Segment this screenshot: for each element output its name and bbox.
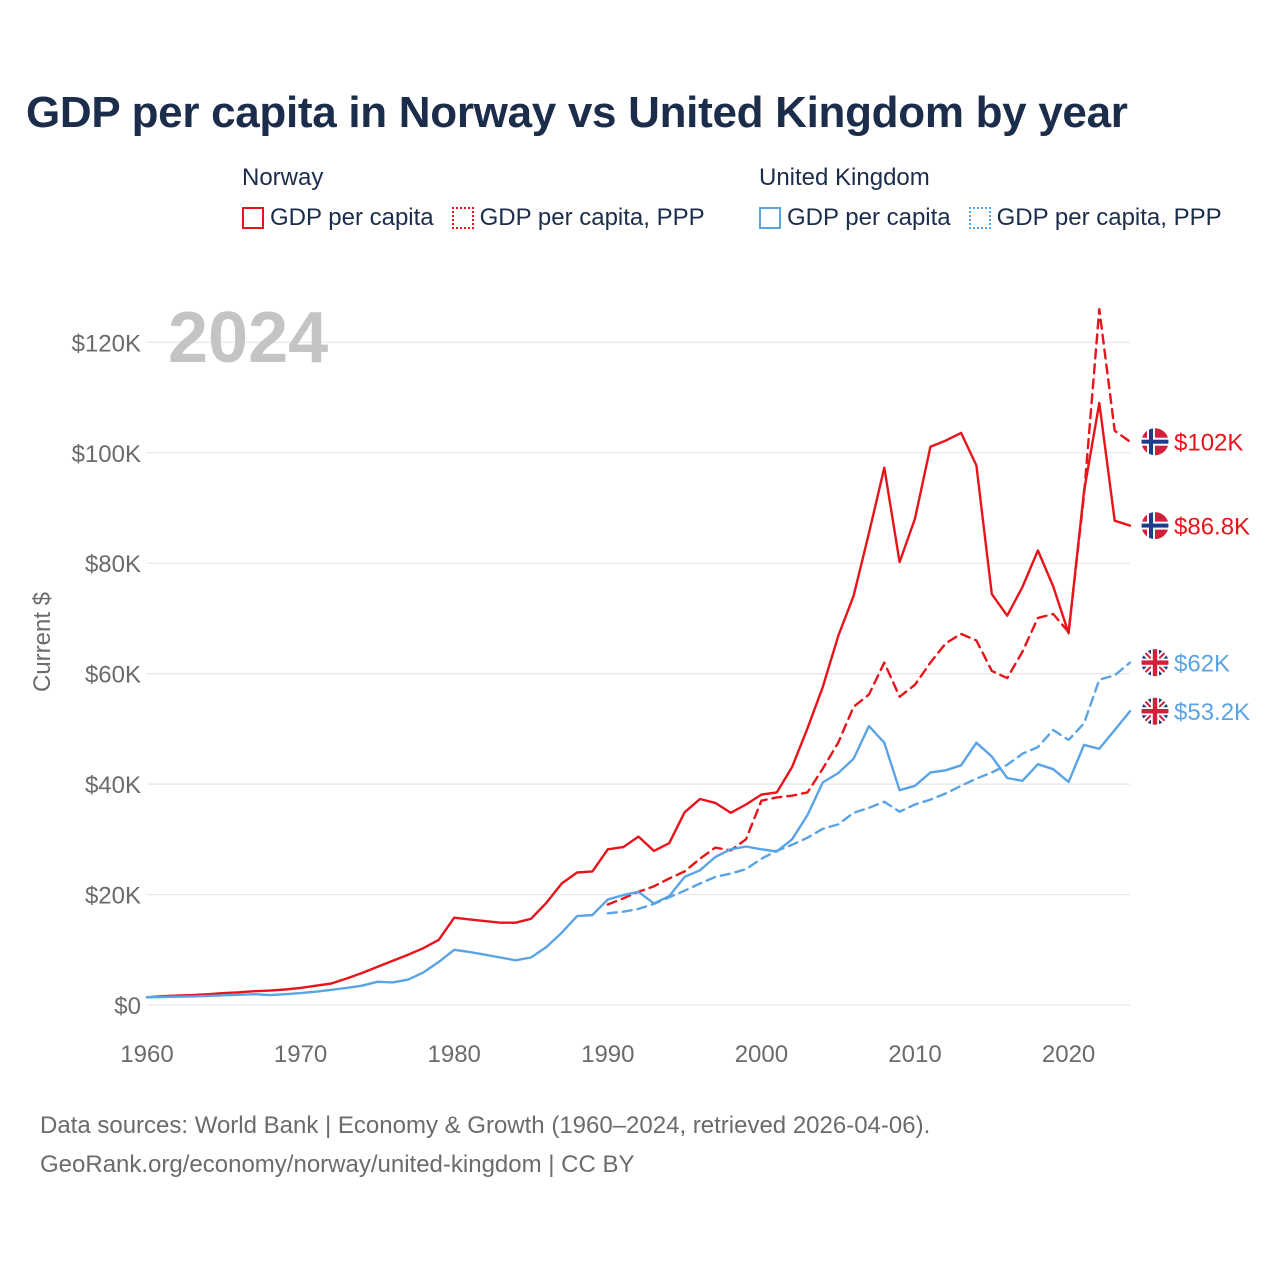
end-value-label: $86.8K [1174, 514, 1250, 541]
legend-item-uk-gdp[interactable]: GDP per capita [759, 204, 951, 232]
uk-flag-icon [1140, 648, 1170, 678]
dotted-swatch-icon [968, 207, 991, 229]
y-tick-label: $0 [114, 993, 141, 1020]
x-tick-label: 2000 [735, 1041, 788, 1068]
legend-item-uk-gdp-ppp[interactable]: GDP per capita, PPP [968, 204, 1222, 232]
footer-source: Data sources: World Bank | Economy & Gro… [40, 1112, 931, 1139]
x-tick-label: 2020 [1042, 1041, 1095, 1068]
series-line-norway-gdp-per-capita[interactable] [145, 401, 1132, 999]
dotted-swatch-icon [451, 207, 474, 229]
x-tick-label: 1960 [120, 1041, 173, 1068]
end-value-label: $102K [1174, 430, 1243, 457]
y-tick-label: $80K [85, 551, 141, 578]
legend-group-title: United Kingdom [759, 164, 930, 191]
x-tick-label: 2010 [888, 1041, 941, 1068]
norway-flag-icon [1140, 427, 1170, 457]
x-tick-label: 1970 [274, 1041, 327, 1068]
legend-item-norway-gdp-ppp[interactable]: GDP per capita, PPP [451, 204, 705, 232]
page-title: GDP per capita in Norway vs United Kingd… [26, 88, 1128, 137]
footer-credit: GeoRank.org/economy/norway/united-kingdo… [40, 1151, 635, 1178]
legend-item-label: GDP per capita, PPP [479, 204, 705, 231]
y-tick-label: $120K [72, 330, 141, 357]
y-tick-label: $20K [85, 883, 141, 910]
series-line-norway-gdp-per-capita-ppp[interactable] [606, 308, 1132, 906]
y-tick-label: $100K [72, 441, 141, 468]
x-tick-label: 1980 [428, 1041, 481, 1068]
legend-item-norway-gdp[interactable]: GDP per capita [242, 204, 434, 232]
legend-item-label: GDP per capita [787, 204, 951, 231]
series-lines [145, 308, 1132, 999]
y-tick-label: $40K [85, 772, 141, 799]
uk-flag-icon [1140, 696, 1170, 726]
end-labels: $86.8K $102K $53.2K $62K [1140, 427, 1250, 726]
legend-group-title: Norway [242, 164, 324, 191]
x-axis-ticks: 1960 1970 1980 1990 2000 2010 2020 [120, 1041, 1095, 1068]
y-axis-ticks: $0 $20K $40K $60K $80K $100K $120K [72, 330, 141, 1020]
norway-flag-icon [1140, 511, 1170, 541]
end-value-label: $53.2K [1174, 699, 1250, 726]
y-axis-label: Current $ [29, 592, 56, 692]
legend-group-norway: Norway GDP per capita GDP per capita, PP… [242, 162, 723, 232]
solid-swatch-icon [759, 207, 781, 229]
footer: Data sources: World Bank | Economy & Gro… [40, 1106, 930, 1184]
series-line-united-kingdom-gdp-per-capita-ppp[interactable] [606, 661, 1132, 915]
series-line-united-kingdom-gdp-per-capita[interactable] [145, 710, 1132, 999]
legend-item-label: GDP per capita [270, 204, 434, 231]
solid-swatch-icon [242, 207, 264, 229]
year-watermark: 2024 [168, 298, 328, 378]
legend-item-label: GDP per capita, PPP [996, 204, 1222, 231]
grid-lines [147, 341, 1130, 1006]
legend-group-uk: United Kingdom GDP per capita GDP per ca… [759, 162, 1240, 232]
y-tick-label: $60K [85, 662, 141, 689]
x-tick-label: 1990 [581, 1041, 634, 1068]
end-value-label: $62K [1174, 651, 1230, 678]
